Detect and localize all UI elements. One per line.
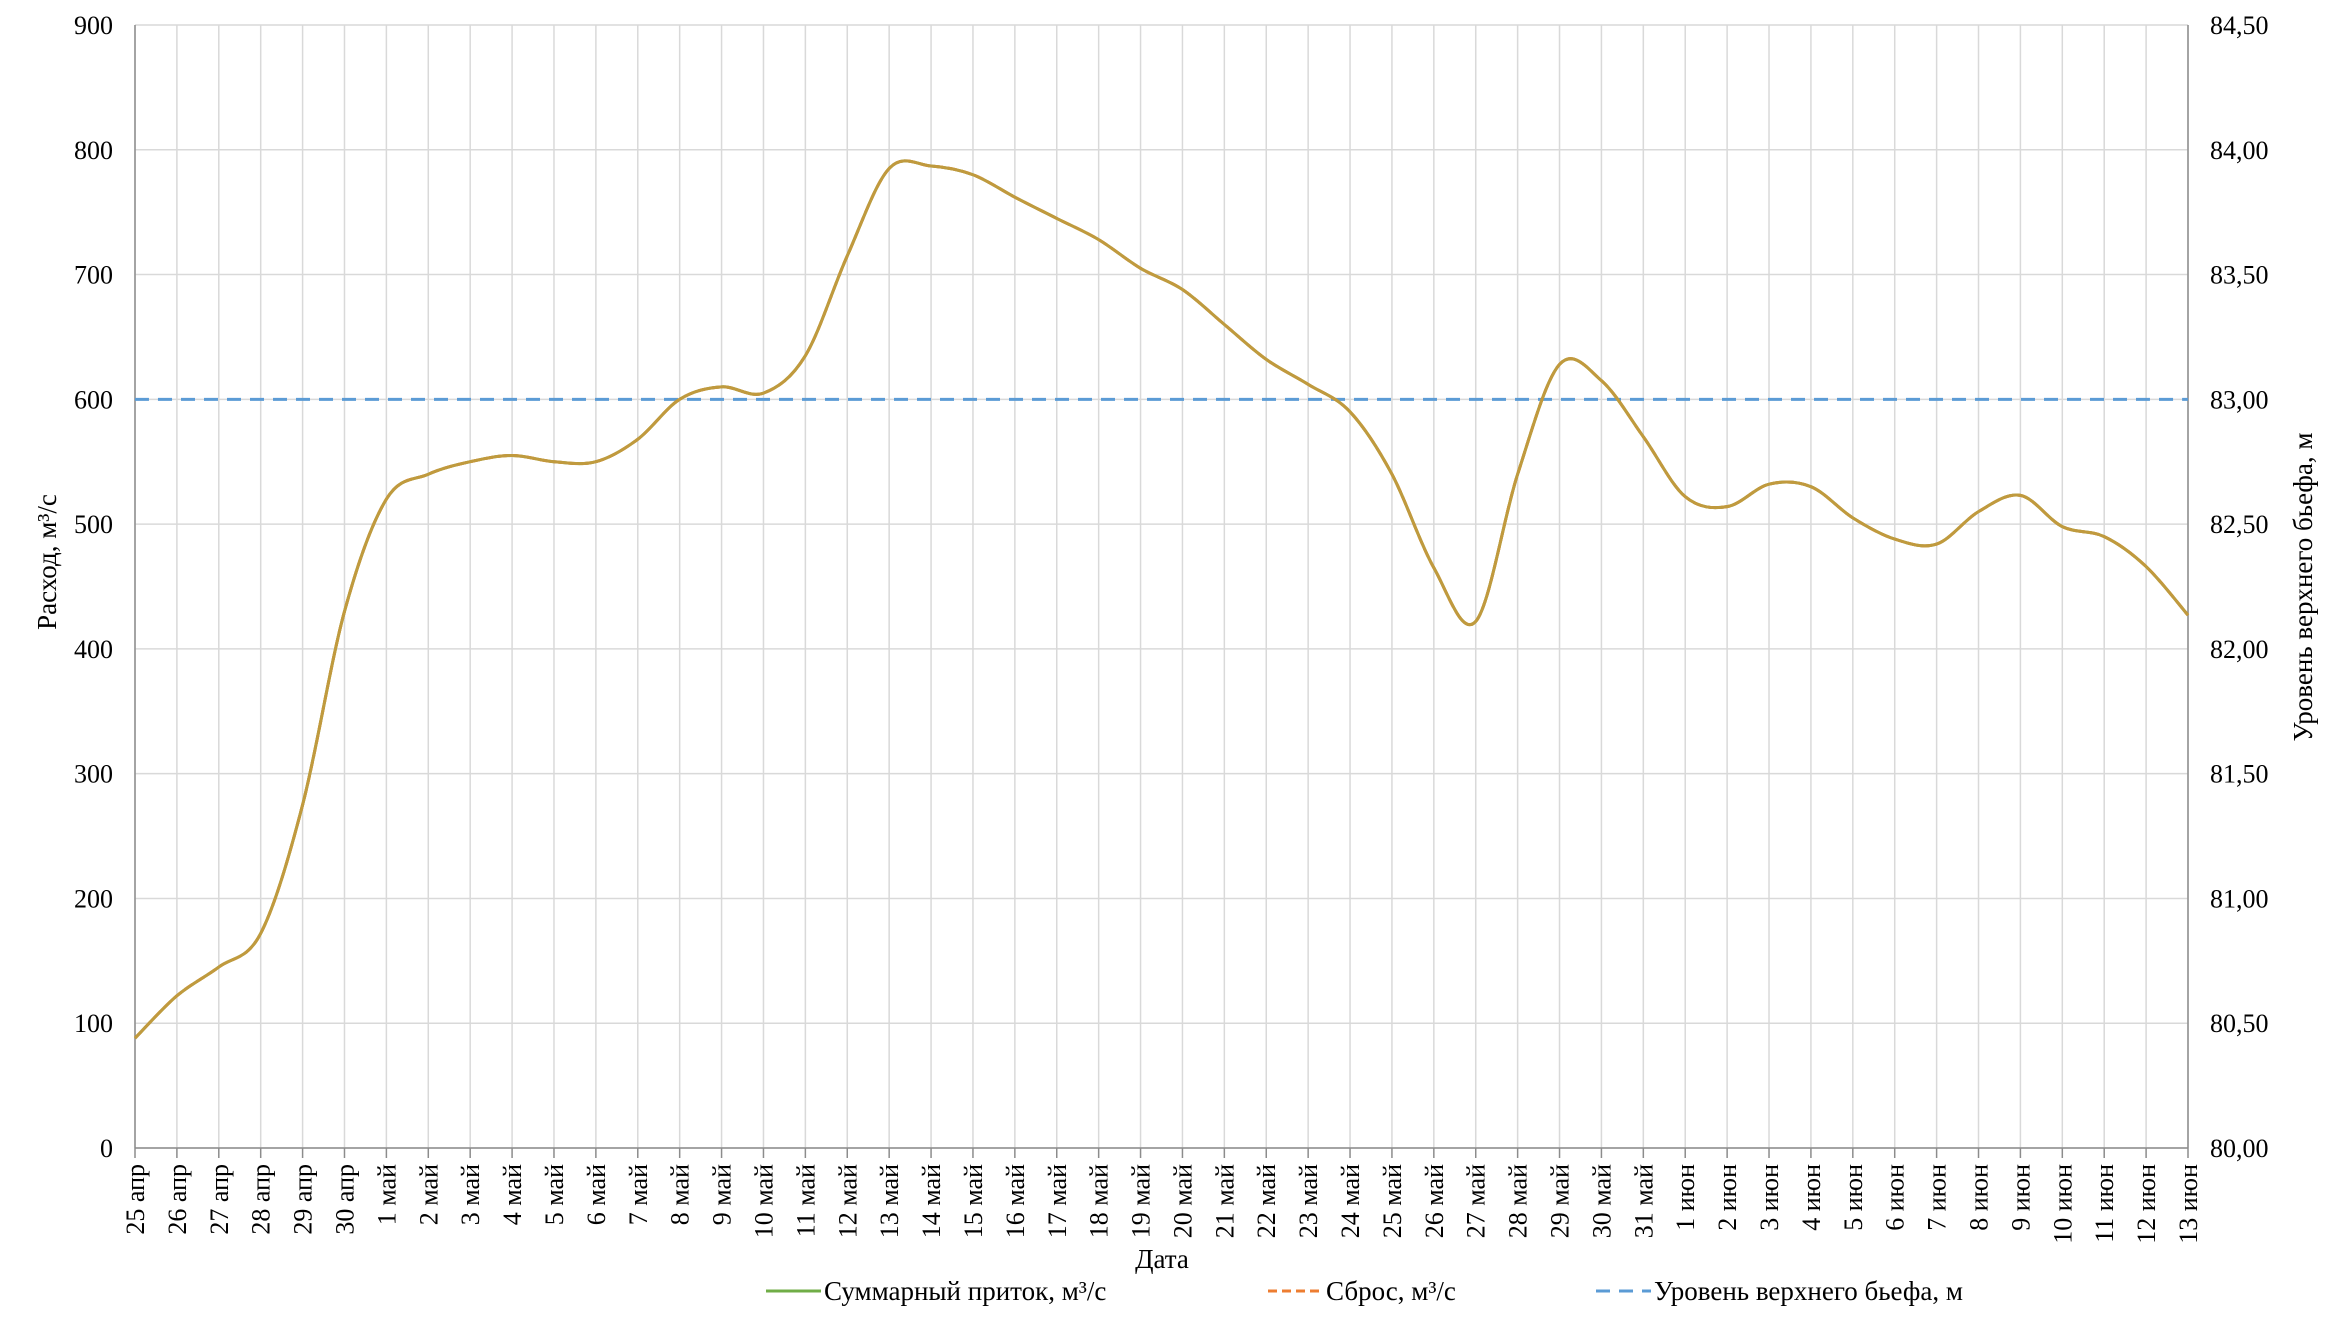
x-tick-label: 11 май <box>791 1164 820 1237</box>
legend: Суммарный приток, м³/с Сброс, м³/с Уровень… <box>766 1276 1963 1306</box>
x-tick-label: 2 июн <box>1713 1164 1742 1231</box>
x-tick-label: 22 май <box>1252 1164 1281 1238</box>
y-tick-label: 100 <box>74 1009 113 1038</box>
y-tick-label: 700 <box>74 261 113 290</box>
x-tick-label: 13 июн <box>2174 1164 2203 1244</box>
x-tick-label: 10 июн <box>2048 1164 2077 1244</box>
y2-tick-label: 81,00 <box>2210 884 2269 913</box>
x-tick-label: 3 июн <box>1755 1164 1784 1231</box>
series <box>133 159 2190 1040</box>
x-tick-label: 20 май <box>1168 1164 1197 1238</box>
legend-entry-label: Суммарный приток, м³/с <box>824 1276 1106 1306</box>
y-axis-title: Расход, м³/с <box>32 494 62 630</box>
y2-tick-label: 83,00 <box>2210 385 2269 414</box>
x-tick-label: 5 май <box>540 1164 569 1225</box>
x-axis-title: Дата <box>1135 1244 1189 1274</box>
y-tick-label: 0 <box>100 1134 113 1163</box>
legend-entry-label: Уровень верхнего бьефа, м <box>1654 1276 1963 1306</box>
y2-tick-label: 80,50 <box>2210 1009 2269 1038</box>
x-tick-label: 5 июн <box>1839 1164 1868 1231</box>
x-tick-label: 18 май <box>1085 1164 1114 1238</box>
x-tick-label: 8 июн <box>1965 1164 1994 1231</box>
x-tick-label: 8 май <box>666 1164 695 1225</box>
x-tick-label: 10 май <box>749 1164 778 1238</box>
x-tick-label: 1 июн <box>1671 1164 1700 1231</box>
series-overlap-line <box>133 159 2190 1040</box>
series-discharge-line <box>133 159 2190 1040</box>
x-tick-label: 15 май <box>959 1164 988 1238</box>
x-tick-label: 24 май <box>1336 1164 1365 1238</box>
y-tick-label: 300 <box>74 760 113 789</box>
x-tick-label: 26 май <box>1420 1164 1449 1238</box>
x-tick-label: 2 май <box>414 1164 443 1225</box>
x-tick-label: 14 май <box>917 1164 946 1238</box>
x-tick-label: 28 май <box>1504 1164 1533 1238</box>
legend-entry-label: Сброс, м³/с <box>1326 1276 1456 1306</box>
x-tick-label: 17 май <box>1043 1164 1072 1238</box>
x-tick-label: 30 апр <box>330 1164 359 1235</box>
x-tick-label: 25 апр <box>121 1164 150 1235</box>
y-tick-label: 200 <box>74 884 113 913</box>
x-tick-label: 3 май <box>456 1164 485 1225</box>
x-tick-label: 9 июн <box>2006 1164 2035 1231</box>
x-tick-label: 23 май <box>1294 1164 1323 1238</box>
x-tick-label: 31 май <box>1629 1164 1658 1238</box>
x-tick-label: 11 июн <box>2090 1164 2119 1243</box>
y2-tick-label: 83,50 <box>2210 261 2269 290</box>
axes <box>134 25 2189 1158</box>
x-tick-label: 29 май <box>1546 1164 1575 1238</box>
tick-labels: 0 100 200 300 400 500 600 700 800 900 80,00 80,50 81… <box>74 11 2269 1244</box>
y-tick-label: 500 <box>74 510 113 539</box>
grid <box>134 24 2189 1149</box>
x-tick-label: 28 апр <box>247 1164 276 1235</box>
y-tick-label: 800 <box>74 136 113 165</box>
y-tick-label: 400 <box>74 635 113 664</box>
x-tick-label: 4 май <box>498 1164 527 1225</box>
x-tick-label: 25 май <box>1378 1164 1407 1238</box>
y2-tick-label: 81,50 <box>2210 760 2269 789</box>
x-tick-label: 12 май <box>833 1164 862 1238</box>
x-tick-label: 19 май <box>1127 1164 1156 1238</box>
x-tick-label: 12 июн <box>2132 1164 2161 1244</box>
x-tick-label: 16 май <box>1001 1164 1030 1238</box>
y2-tick-label: 80,00 <box>2210 1134 2269 1163</box>
y2-tick-label: 82,50 <box>2210 510 2269 539</box>
y-tick-label: 900 <box>74 11 113 40</box>
series-inflow-line <box>133 159 2190 1040</box>
x-tick-label: 9 май <box>708 1164 737 1225</box>
y2-tick-label: 84,50 <box>2210 11 2269 40</box>
x-tick-label: 7 июн <box>1923 1164 1952 1231</box>
x-tick-label: 13 май <box>875 1164 904 1238</box>
x-tick-label: 21 май <box>1210 1164 1239 1238</box>
x-tick-label: 7 май <box>624 1164 653 1225</box>
x-tick-label: 1 май <box>372 1164 401 1225</box>
x-tick-label: 4 июн <box>1797 1164 1826 1231</box>
x-tick-label: 6 июн <box>1881 1164 1910 1231</box>
x-tick-label: 26 апр <box>163 1164 192 1235</box>
y2-tick-label: 82,00 <box>2210 635 2269 664</box>
x-tick-label: 30 май <box>1587 1164 1616 1238</box>
x-tick-label: 29 апр <box>289 1164 318 1235</box>
x-tick-label: 27 май <box>1462 1164 1491 1238</box>
y2-axis-title: Уровень верхнего бьефа, м <box>2288 433 2318 742</box>
y2-tick-label: 84,00 <box>2210 136 2269 165</box>
y-tick-label: 600 <box>74 385 113 414</box>
x-tick-label: 6 май <box>582 1164 611 1225</box>
x-tick-label: 27 апр <box>205 1164 234 1235</box>
